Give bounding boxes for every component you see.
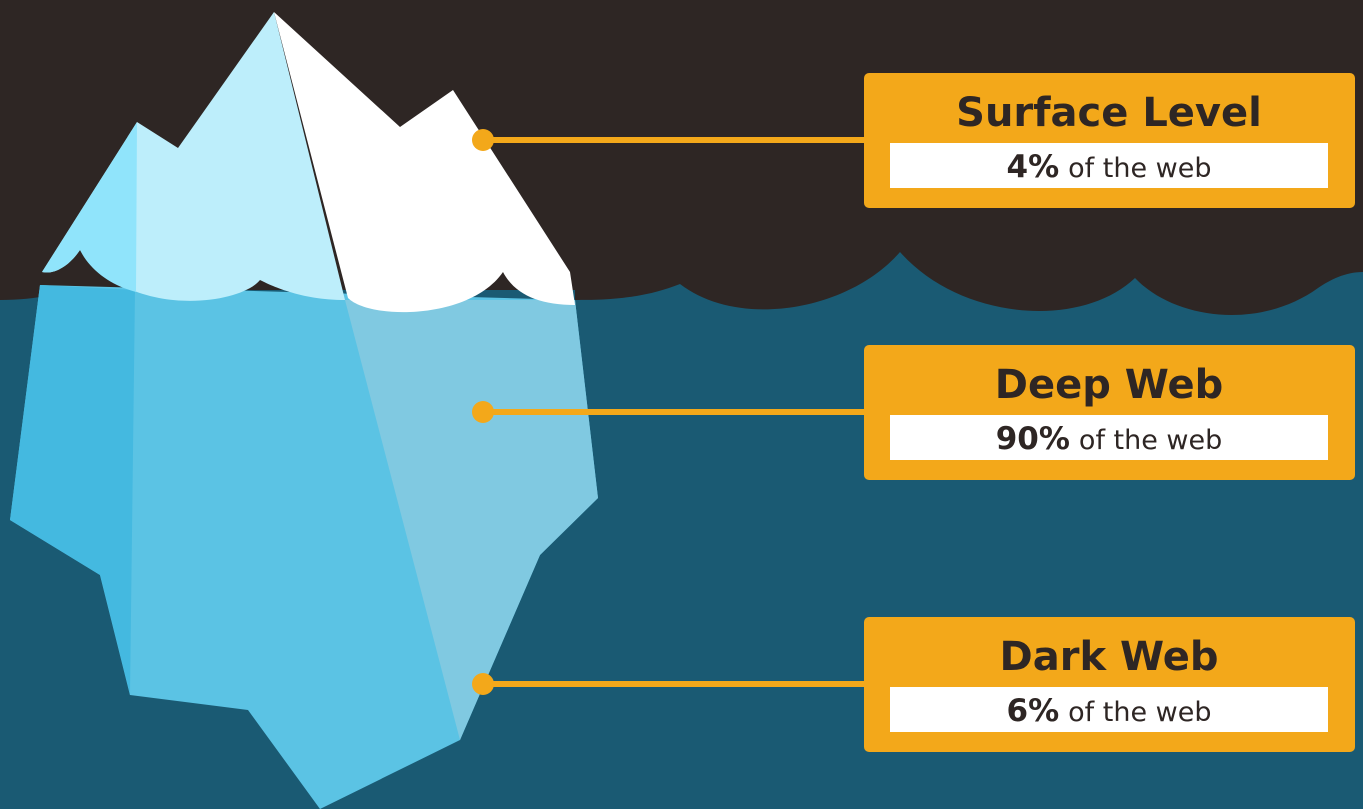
connector-dot — [472, 401, 494, 423]
label-title: Dark Web — [1000, 634, 1219, 680]
percent: 4% — [1007, 149, 1060, 185]
iceberg-underwater-left — [10, 285, 135, 695]
label-inner — [890, 415, 1328, 460]
label-title: Deep Web — [995, 362, 1223, 408]
share-text: of the web — [1079, 425, 1222, 456]
label-title: Surface Level — [956, 90, 1262, 136]
share-text: of the web — [1068, 697, 1211, 728]
connector-dot — [472, 673, 494, 695]
iceberg-top-right — [274, 12, 575, 313]
share-text: of the web — [1068, 153, 1211, 184]
percent: 6% — [1007, 693, 1060, 729]
iceberg-top-left — [42, 122, 137, 292]
connector-dot — [472, 129, 494, 151]
percent: 90% — [996, 421, 1070, 457]
label-inner — [890, 143, 1328, 188]
label-subtitle: 6% of the web — [1007, 693, 1212, 729]
label-subtitle: 90% of the web — [996, 421, 1223, 457]
label-subtitle: 4% of the web — [1007, 149, 1212, 185]
label-inner — [890, 687, 1328, 732]
